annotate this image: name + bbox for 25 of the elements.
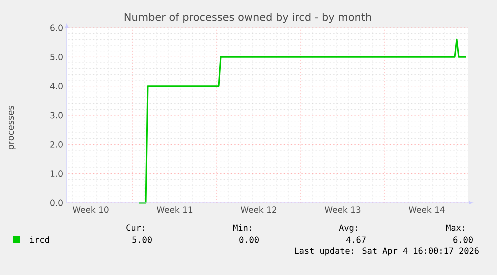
text: Min:: [233, 224, 252, 231]
y-tick-label: 1.0: [50, 170, 63, 178]
text: Avg:: [339, 224, 358, 233]
text: 6.00: [454, 236, 473, 244]
y-tick-label: 6.0: [50, 24, 63, 32]
x-tick-label: Week 12: [240, 206, 276, 214]
text: 4.67: [346, 236, 366, 244]
y-axis-title: processes: [8, 106, 16, 150]
legend-label: ircd: [30, 236, 50, 244]
text: 0.00: [240, 236, 259, 244]
text: Max:: [446, 224, 464, 232]
x-tick-label: Week 10: [72, 206, 109, 214]
x-tick-label: Week 14: [408, 206, 445, 214]
line-series: [138, 38, 467, 204]
chart-title: Number of processes owned by ircd - by month: [124, 13, 372, 24]
y-tick-label: 2.0: [50, 141, 63, 148]
text: 5.00: [132, 236, 152, 244]
y-tick-label: 5.0: [50, 54, 63, 60]
x-tick-label: Week 13: [324, 206, 361, 214]
y-tick-label: 0.0: [50, 200, 63, 206]
text: Cur:: [126, 224, 144, 232]
y-tick-label: 3.0: [50, 112, 63, 119]
text: Last update: Sat Apr 4 16:00:17 2026: [295, 248, 479, 256]
y-tick-label: 4.0: [50, 83, 63, 90]
x-tick-label: Week 11: [156, 206, 193, 214]
